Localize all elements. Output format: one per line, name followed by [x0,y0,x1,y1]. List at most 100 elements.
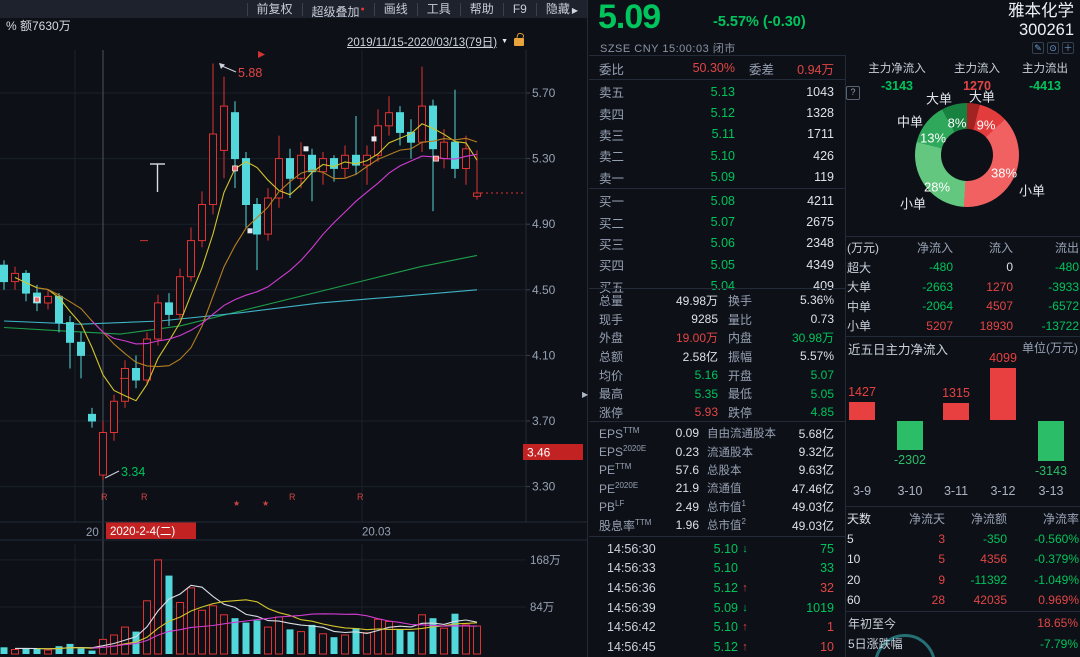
flow-bar [1038,421,1064,461]
stat-value: 19.00万 [675,331,718,346]
menu-item-0[interactable]: 前复权 [246,2,302,16]
date-range-selector[interactable]: 2019/11/15-2020/03/13(79日) [347,36,498,49]
net-rate: -0.560% [1034,531,1079,546]
ask-row[interactable]: 卖四 5.12 1328 [589,102,845,123]
tick-price: 5.10 [713,620,738,635]
bid-row[interactable]: 买五 5.04 409 [589,276,845,297]
svg-text:5.88: 5.88 [238,66,262,80]
tick-row[interactable]: 14:56:39 5.09 ↓ 1019 [589,598,845,618]
stat-value: 2.58亿 [682,349,718,364]
valuation-row: EPSTTM 0.09 自由流通股本 5.68亿 [589,424,845,442]
svg-text:3.34: 3.34 [121,465,145,479]
level-label: 卖五 [599,86,625,101]
level-price: 5.07 [710,215,735,230]
stat-label: 均价 [599,368,624,383]
valuation-value: 49.03亿 [791,518,834,533]
valuation-label: 总市值1 [707,498,746,514]
menu-item-6[interactable]: 隐藏 ▶ [535,2,587,16]
ask-row[interactable]: 卖一 5.09 119 [589,167,845,188]
inflow: 18930 [979,318,1013,333]
row-label: 小单 [847,319,872,334]
valuation-value: 9.32亿 [798,445,834,460]
flow-summary-0: 主力净流入 -3143 [850,60,944,93]
stat-label: 换手 [728,293,753,308]
net-inflow: -2064 [922,299,953,314]
days: 10 [847,552,861,567]
summary-label: 5日涨跌幅 [848,637,903,652]
stat-label: 量比 [728,312,753,327]
net-amount: 42035 [973,593,1007,608]
valuation-row: PE2020E 21.9 流通值 47.46亿 [589,479,845,497]
bid-row[interactable]: 买三 5.06 2348 [589,233,845,254]
summary-value: 18.65% [1037,616,1078,631]
donut-percent-label: 8% [947,115,967,131]
tick-row[interactable]: 14:56:30 5.10 ↓ 75 [589,539,845,559]
level-label: 卖二 [599,150,625,165]
alert-icon[interactable]: ⊙ [1047,42,1059,54]
fund-flow-column: 主力净流入 -3143 主力流入 1270 主力流出 -4413 ? 9% 38% 28% 13… [846,0,1080,657]
level-price: 5.08 [710,193,735,208]
tick-time: 14:56:45 [607,639,656,654]
menu-item-1[interactable]: 超级叠加● [301,2,374,18]
add-icon[interactable]: ＋ [1062,42,1074,54]
net-amount: 4356 [980,552,1007,567]
edit-icon[interactable]: ✎ [1032,42,1044,54]
bid-row[interactable]: 买一 5.08 4211 [589,190,845,211]
col-header: 天数 [847,511,872,526]
bid-row[interactable]: 买二 5.07 2675 [589,211,845,232]
down-arrow-icon: ↓ [742,542,748,555]
level-label: 卖一 [599,171,625,186]
down-arrow-icon: ↓ [742,601,748,614]
stat-row: 总量 49.98万 换手 5.36% [589,291,845,310]
valuation-row: 股息率TTM 1.96 总市值2 49.03亿 [589,516,845,534]
tick-row[interactable]: 14:56:45 5.12 ↑ 10 [589,637,845,657]
weicha-label: 委差 [749,62,775,77]
svg-text:★: ★ [233,499,240,508]
bid-row[interactable]: 买四 5.05 4349 [589,254,845,275]
summary-row: 5日涨跌幅 -7.79% [846,634,1080,655]
menu-item-5[interactable]: F9 [502,2,536,16]
col-header: 净流率 [1042,511,1079,526]
menu-item-3[interactable]: 工具 [416,2,460,16]
valuation-label: PE2020E [599,480,639,496]
stat-row: 总额 2.58亿 振幅 5.57% [589,347,845,366]
kline-chart[interactable]: 5.70 5.30 4.90 4.50 4.10 3.70 3.30 168万 84万 R R R R ★… [0,50,588,657]
stat-value: 5.05 [810,386,834,401]
valuation-label: PETTM [599,462,632,478]
chevron-down-icon[interactable]: ▼ [501,38,508,45]
ask-row[interactable]: 卖二 5.10 426 [589,145,845,166]
stat-value: 9285 [691,312,718,327]
weibi-value: 50.30% [692,61,735,75]
last-price: 5.09 [598,0,661,36]
ask-row[interactable]: 卖三 5.11 1711 [589,124,845,145]
price-change: -5.57% (-0.30) [713,14,806,30]
ask-row[interactable]: 卖五 5.13 1043 [589,81,845,102]
tick-row[interactable]: 14:56:36 5.12 ↑ 32 [589,578,845,598]
lock-icon[interactable] [514,37,524,46]
flow-bar-value: -3143 [1035,463,1067,478]
tick-row[interactable]: 14:56:33 5.10 33 [589,559,845,579]
level-price: 5.12 [710,106,735,121]
flow-summary-2: 主力流出 -4413 [1010,60,1080,93]
menu-item-4[interactable]: 帮助 [459,2,503,16]
valuation-value: 47.46亿 [791,481,834,496]
valuation-label: 流通股本 [707,446,753,459]
donut-segment-label: 中单 [896,114,924,130]
svg-text:R: R [141,492,148,502]
tick-row[interactable]: 14:56:42 5.10 ↑ 1 [589,617,845,637]
menu-item-2[interactable]: 画线 [373,2,417,16]
tick-time: 14:56:42 [607,620,656,635]
panel-expand-arrow-icon[interactable]: ▶ [582,390,589,399]
flow-value: -3143 [881,79,913,93]
level-volume: 4349 [806,257,834,272]
svg-text:3.46: 3.46 [527,446,551,460]
donut-segment-label: 大单 [968,89,996,105]
svg-text:★: ★ [262,499,269,508]
flow-bar-value: -2302 [894,453,926,468]
tick-time: 14:56:30 [607,541,656,556]
flow-title: 主力流入 [954,63,1000,75]
net-amount: -350 [982,531,1007,546]
valuation-label: 股息率TTM [599,517,652,533]
help-icon[interactable]: ? [846,86,860,100]
